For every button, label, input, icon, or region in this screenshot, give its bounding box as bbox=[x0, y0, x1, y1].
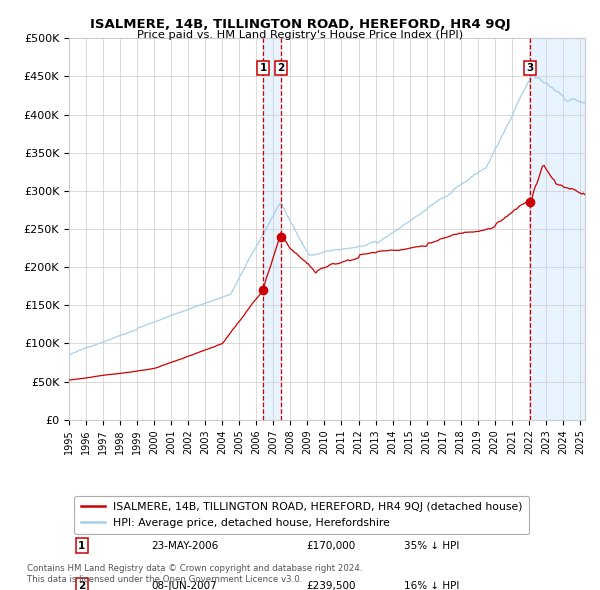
Text: 2: 2 bbox=[277, 63, 284, 73]
Text: 23-MAY-2006: 23-MAY-2006 bbox=[152, 540, 219, 550]
Bar bbox=[263, 38, 281, 419]
Text: Price paid vs. HM Land Registry's House Price Index (HPI): Price paid vs. HM Land Registry's House … bbox=[137, 30, 463, 40]
Text: 35% ↓ HPI: 35% ↓ HPI bbox=[404, 540, 460, 550]
Text: ISALMERE, 14B, TILLINGTON ROAD, HEREFORD, HR4 9QJ: ISALMERE, 14B, TILLINGTON ROAD, HEREFORD… bbox=[89, 18, 511, 31]
Text: 08-JUN-2007: 08-JUN-2007 bbox=[152, 581, 217, 590]
Text: 2: 2 bbox=[78, 581, 86, 590]
Text: 16% ↓ HPI: 16% ↓ HPI bbox=[404, 581, 460, 590]
Text: £170,000: £170,000 bbox=[307, 540, 356, 550]
Text: 1: 1 bbox=[259, 63, 266, 73]
Bar bbox=[530, 38, 585, 419]
Text: 1: 1 bbox=[78, 540, 86, 550]
Text: £239,500: £239,500 bbox=[307, 581, 356, 590]
Text: This data is licensed under the Open Government Licence v3.0.: This data is licensed under the Open Gov… bbox=[27, 575, 302, 584]
Text: Contains HM Land Registry data © Crown copyright and database right 2024.: Contains HM Land Registry data © Crown c… bbox=[27, 565, 362, 573]
Legend: ISALMERE, 14B, TILLINGTON ROAD, HEREFORD, HR4 9QJ (detached house), HPI: Average: ISALMERE, 14B, TILLINGTON ROAD, HEREFORD… bbox=[74, 496, 529, 534]
Text: 3: 3 bbox=[526, 63, 533, 73]
